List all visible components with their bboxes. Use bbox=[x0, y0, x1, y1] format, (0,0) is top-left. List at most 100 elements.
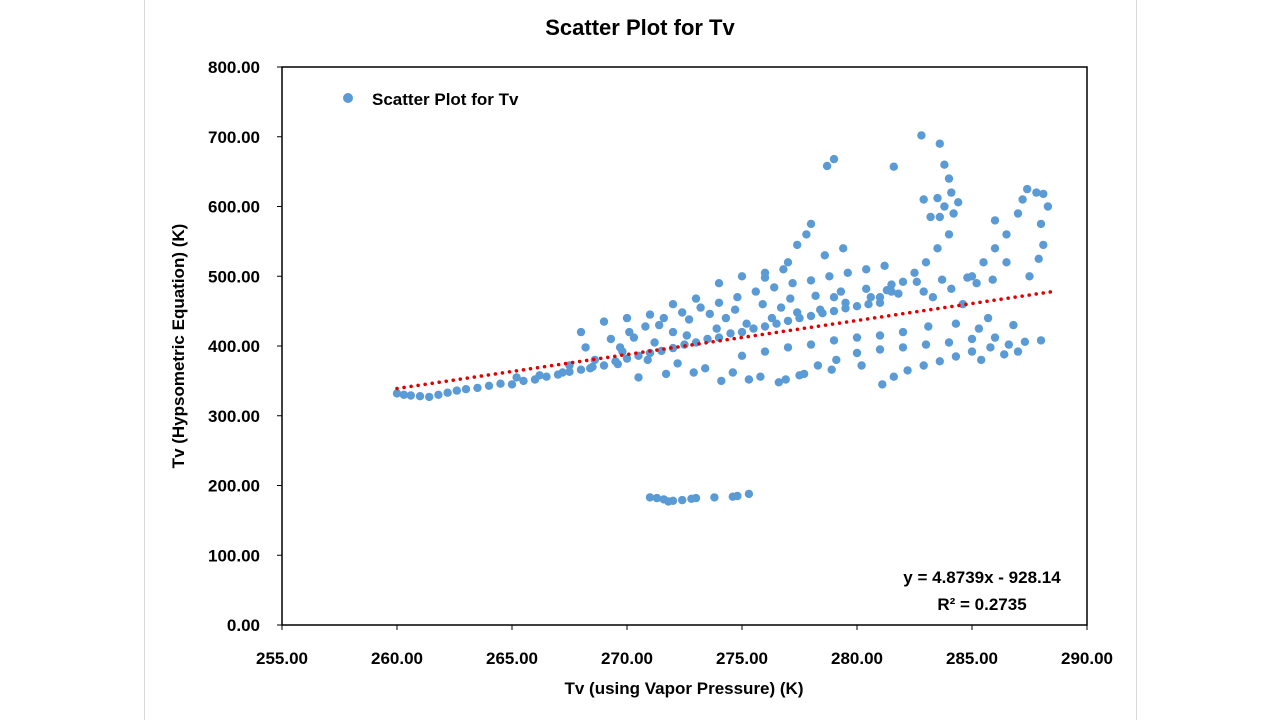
data-point bbox=[668, 343, 678, 353]
trendline-r2-text: R² = 0.2735 bbox=[937, 595, 1026, 614]
trendline-group bbox=[395, 289, 1055, 391]
data-point bbox=[779, 265, 788, 274]
data-point bbox=[622, 313, 632, 323]
data-point bbox=[689, 368, 698, 377]
data-point bbox=[793, 308, 802, 317]
data-point bbox=[806, 340, 816, 349]
data-point bbox=[866, 293, 875, 302]
data-point bbox=[852, 333, 862, 342]
slide-edge-right bbox=[1136, 0, 1137, 720]
data-point bbox=[919, 195, 928, 204]
y-tick-label: 300.00 bbox=[208, 407, 260, 426]
data-point bbox=[760, 322, 770, 331]
data-point bbox=[643, 355, 652, 365]
data-point bbox=[967, 347, 977, 356]
data-point bbox=[799, 369, 809, 379]
data-point bbox=[977, 355, 986, 365]
data-point bbox=[659, 313, 668, 323]
data-point bbox=[452, 386, 461, 395]
y-tick-label: 100.00 bbox=[208, 546, 260, 565]
data-point bbox=[650, 338, 659, 347]
data-point bbox=[726, 329, 735, 338]
data-point bbox=[802, 230, 811, 239]
data-point bbox=[760, 268, 770, 277]
data-point bbox=[919, 287, 928, 296]
data-point bbox=[733, 293, 742, 302]
data-point bbox=[951, 319, 961, 328]
data-point bbox=[935, 139, 944, 148]
data-point bbox=[673, 359, 682, 368]
data-point bbox=[606, 334, 616, 344]
data-point bbox=[1000, 350, 1009, 359]
data-point bbox=[625, 327, 634, 337]
data-point bbox=[972, 279, 981, 288]
data-point bbox=[519, 376, 528, 386]
data-point bbox=[645, 348, 655, 358]
data-point bbox=[678, 308, 687, 317]
data-point bbox=[737, 327, 747, 337]
data-point bbox=[645, 493, 655, 502]
data-point bbox=[944, 338, 954, 347]
data-point bbox=[399, 390, 409, 399]
data-point bbox=[947, 284, 956, 293]
data-point bbox=[988, 275, 997, 284]
data-point bbox=[843, 268, 852, 277]
y-tick-label: 0.00 bbox=[227, 616, 260, 635]
data-point bbox=[1002, 258, 1011, 267]
data-point bbox=[983, 313, 993, 323]
data-point bbox=[940, 160, 949, 169]
data-point bbox=[1013, 209, 1023, 218]
data-point bbox=[990, 216, 1000, 225]
x-tick-label: 265.00 bbox=[486, 649, 538, 668]
data-point bbox=[806, 311, 816, 321]
data-point bbox=[1022, 184, 1032, 194]
data-point bbox=[954, 198, 963, 207]
data-point bbox=[898, 277, 908, 286]
data-point bbox=[857, 361, 866, 370]
data-point bbox=[903, 366, 912, 375]
data-point bbox=[958, 300, 967, 309]
data-point bbox=[1036, 219, 1046, 229]
data-point bbox=[786, 294, 795, 303]
x-tick-label: 260.00 bbox=[371, 649, 423, 668]
data-point bbox=[788, 279, 797, 288]
data-point bbox=[691, 294, 701, 303]
data-point bbox=[1039, 189, 1048, 199]
data-point bbox=[425, 392, 434, 402]
data-point bbox=[661, 369, 671, 379]
data-point bbox=[951, 352, 961, 361]
data-point bbox=[634, 373, 643, 382]
data-point bbox=[816, 305, 825, 314]
slide-edge-left bbox=[144, 0, 145, 720]
data-point bbox=[974, 324, 984, 333]
data-point bbox=[701, 364, 710, 373]
data-point bbox=[862, 284, 871, 293]
data-points bbox=[392, 131, 1053, 506]
data-point bbox=[576, 327, 586, 337]
data-point bbox=[979, 258, 988, 267]
data-point bbox=[406, 391, 415, 400]
data-point bbox=[793, 240, 802, 250]
data-point bbox=[836, 287, 846, 296]
data-point bbox=[443, 388, 452, 397]
data-point bbox=[926, 212, 935, 222]
data-point bbox=[944, 174, 954, 183]
y-tick-label: 500.00 bbox=[208, 267, 260, 286]
data-point bbox=[864, 300, 873, 309]
data-point bbox=[774, 378, 783, 387]
data-point bbox=[622, 354, 632, 363]
x-axis-ticks: 255.00 260.00 265.00 270.00 275.00 280.00 285.… bbox=[256, 625, 1113, 668]
data-point bbox=[705, 309, 714, 319]
data-point bbox=[919, 361, 928, 370]
data-point bbox=[721, 313, 731, 323]
data-point bbox=[1039, 240, 1048, 250]
data-point bbox=[912, 277, 921, 286]
data-point bbox=[1036, 336, 1046, 345]
x-tick-label: 285.00 bbox=[946, 649, 998, 668]
data-point bbox=[772, 319, 781, 328]
data-point bbox=[496, 379, 505, 388]
data-point bbox=[783, 258, 793, 267]
data-point bbox=[484, 381, 494, 390]
data-point bbox=[917, 131, 926, 140]
data-point bbox=[898, 327, 908, 337]
